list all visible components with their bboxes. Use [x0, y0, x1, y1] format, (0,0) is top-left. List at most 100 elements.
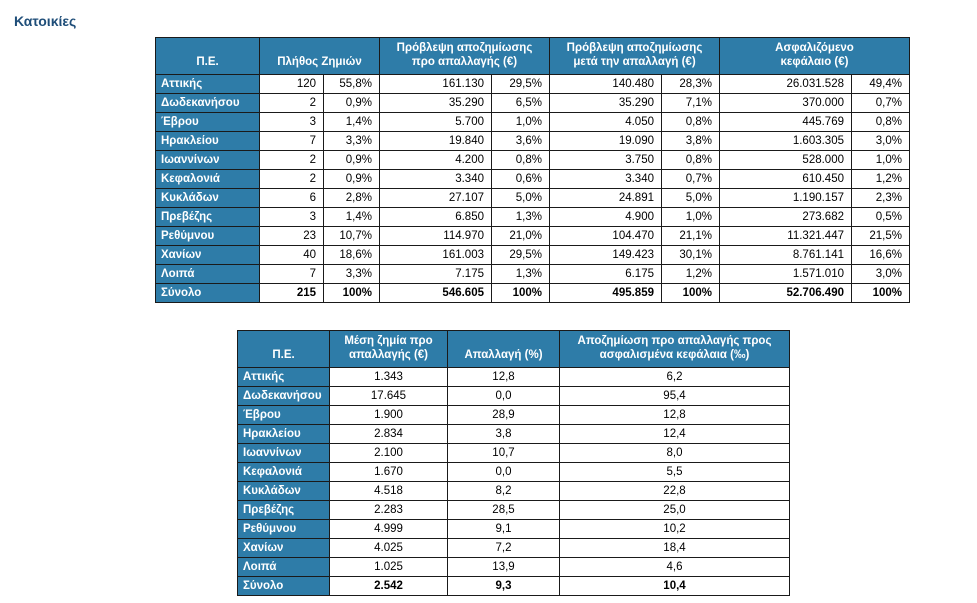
cell-capital: 8.761.141	[719, 244, 852, 265]
cell-ratio: 25,0	[559, 499, 790, 520]
cell-claims: 6	[259, 187, 324, 208]
table-row: Κεφαλονιά 2 0,9% 3.340 0,6% 3.340 0,7% 610.450 1…	[155, 168, 910, 189]
table-row: Κυκλάδων 4.518 8,2 22,8	[237, 480, 790, 501]
cell-claims-pct: 0,9%	[323, 168, 380, 189]
cell-pe: Λοιπά	[237, 556, 330, 577]
cell-pe: Χανίων	[237, 537, 330, 558]
cell-pe-total: Σύνολο	[155, 282, 260, 303]
header-pe: Π.Ε.	[155, 37, 260, 75]
cell-capital-pct: 3,0%	[851, 130, 910, 151]
cell-prov-pre-pct: 1,0%	[491, 111, 550, 132]
cell-prov-post-pct: 1,2%	[661, 263, 720, 284]
cell-capital-pct: 1,0%	[851, 149, 910, 170]
cell-ratio: 12,4	[559, 423, 790, 444]
table-row: Αττικής 1.343 12,8 6,2	[237, 366, 790, 387]
cell-prov-post: 3.340	[549, 168, 662, 189]
cell-claims: 2	[259, 149, 324, 170]
cell-prov-post: 19.090	[549, 130, 662, 151]
cell-prov-pre-pct: 0,8%	[491, 149, 550, 170]
cell-prov-post: 35.290	[549, 92, 662, 113]
cell-prov-post: 4.050	[549, 111, 662, 132]
cell-prov-post-pct: 0,7%	[661, 168, 720, 189]
cell-mean-claim: 2.283	[329, 499, 448, 520]
cell-ratio: 6,2	[559, 366, 790, 387]
cell-pe: Ρεθύμνου	[237, 518, 330, 539]
cell-capital-pct: 21,5%	[851, 225, 910, 246]
cell-prov-post: 6.175	[549, 263, 662, 284]
cell-prov-pre: 3.340	[379, 168, 492, 189]
table-row: Χανίων 40 18,6% 161.003 29,5% 149.423 30,1% 8.7…	[155, 244, 910, 265]
cell-ratio: 5,5	[559, 461, 790, 482]
header-claims-count: Πλήθος Ζημιών	[259, 37, 380, 75]
cell-deductible: 12,8	[447, 366, 560, 387]
cell-claims: 23	[259, 225, 324, 246]
cell-mean-claim: 2.834	[329, 423, 448, 444]
header-mean-claim: Μέση ζημία προ απαλλαγής (€)	[329, 330, 448, 368]
cell-capital: 273.682	[719, 206, 852, 227]
cell-prov-pre: 161.130	[379, 73, 492, 94]
cell-prov-pre: 161.003	[379, 244, 492, 265]
header-deductible: Απαλλαγή (%)	[447, 330, 560, 368]
cell-prov-pre: 19.840	[379, 130, 492, 151]
cell-pe: Πρεβέζης	[155, 206, 260, 227]
claims-ratios-table: Π.Ε. Μέση ζημία προ απαλλαγής (€) Απαλλα…	[237, 330, 790, 596]
table-row: Ηρακλείου 7 3,3% 19.840 3,6% 19.090 3,8% 1.603.…	[155, 130, 910, 151]
cell-claims: 40	[259, 244, 324, 265]
cell-claims-pct: 0,9%	[323, 92, 380, 113]
cell-claims: 3	[259, 111, 324, 132]
cell-prov-post-pct: 3,8%	[661, 130, 720, 151]
cell-deductible: 0,0	[447, 385, 560, 406]
cell-mean-claim: 17.645	[329, 385, 448, 406]
cell-deductible: 13,9	[447, 556, 560, 577]
table-row: Έβρου 3 1,4% 5.700 1,0% 4.050 0,8% 445.769 0,8%	[155, 111, 910, 132]
cell-ratio: 10,2	[559, 518, 790, 539]
cell-deductible: 7,2	[447, 537, 560, 558]
cell-ratio: 4,6	[559, 556, 790, 577]
cell-ratio: 12,8	[559, 404, 790, 425]
cell-pe: Χανίων	[155, 244, 260, 265]
cell-pe: Ρεθύμνου	[155, 225, 260, 246]
table-row: Κεφαλονιά 1.670 0,0 5,5	[237, 461, 790, 482]
cell-prov-post: 24.891	[549, 187, 662, 208]
cell-prov-pre: 5.700	[379, 111, 492, 132]
cell-pe: Δωδεκανήσου	[237, 385, 330, 406]
cell-pe: Ιωαννίνων	[237, 442, 330, 463]
cell-ratio: 8,0	[559, 442, 790, 463]
cell-prov-pre-pct: 5,0%	[491, 187, 550, 208]
cell-pe: Πρεβέζης	[237, 499, 330, 520]
cell-capital: 11.321.447	[719, 225, 852, 246]
cell-prov-pre-pct: 0,6%	[491, 168, 550, 189]
cell-deductible: 10,7	[447, 442, 560, 463]
table-row: Πρεβέζης 3 1,4% 6.850 1,3% 4.900 1,0% 273.682 0,…	[155, 206, 910, 227]
cell-capital: 445.769	[719, 111, 852, 132]
cell-prov-pre: 4.200	[379, 149, 492, 170]
cell-capital: 370.000	[719, 92, 852, 113]
header-pe: Π.Ε.	[237, 330, 330, 368]
cell-ratio: 18,4	[559, 537, 790, 558]
cell-pe: Αττικής	[237, 366, 330, 387]
cell-prov-post-pct: 21,1%	[661, 225, 720, 246]
cell-prov-post-pct: 30,1%	[661, 244, 720, 265]
cell-capital-pct: 3,0%	[851, 263, 910, 284]
cell-claims-pct: 0,9%	[323, 149, 380, 170]
cell-pe: Κεφαλονιά	[237, 461, 330, 482]
cell-prov-post-pct: 0,8%	[661, 111, 720, 132]
cell-pe: Ιωαννίνων	[155, 149, 260, 170]
table-row: Λοιπά 1.025 13,9 4,6	[237, 556, 790, 577]
cell-pe: Ηρακλείου	[237, 423, 330, 444]
table-row: Αττικής 120 55,8% 161.130 29,5% 140.480 28,3% 2…	[155, 73, 910, 94]
cell-pe: Λοιπά	[155, 263, 260, 284]
cell-capital: 528.000	[719, 149, 852, 170]
cell-capital: 1.571.010	[719, 263, 852, 284]
cell-prov-pre: 114.970	[379, 225, 492, 246]
cell-prov-pre-pct: 100%	[491, 282, 550, 303]
cell-prov-post: 4.900	[549, 206, 662, 227]
cell-claims-pct: 2,8%	[323, 187, 380, 208]
header-insured-capital: Ασφαλιζόμενο κεφάλαιο (€)	[719, 37, 910, 75]
cell-prov-pre: 35.290	[379, 92, 492, 113]
cell-prov-pre-pct: 29,5%	[491, 73, 550, 94]
cell-mean-claim: 1.343	[329, 366, 448, 387]
cell-mean-claim: 1.670	[329, 461, 448, 482]
cell-capital-pct: 2,3%	[851, 187, 910, 208]
cell-deductible: 9,3	[447, 575, 560, 596]
